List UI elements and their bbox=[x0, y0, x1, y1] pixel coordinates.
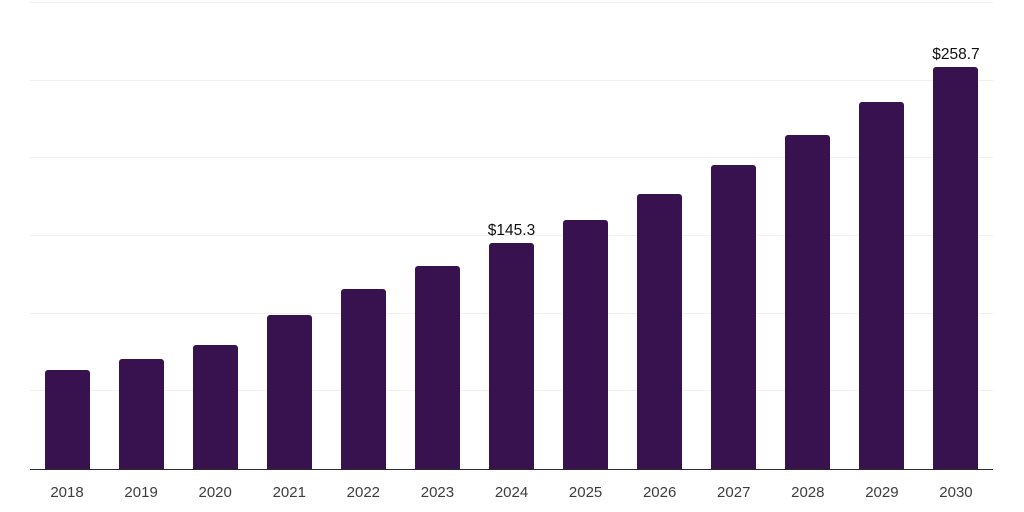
bar-value-label-2024: $145.3 bbox=[487, 221, 536, 239]
x-tick-label-2019: 2019 bbox=[124, 484, 158, 501]
bar-2030: $258.7 bbox=[932, 47, 980, 469]
gridline bbox=[30, 79, 993, 81]
bar-2024: $145.3 bbox=[488, 223, 535, 469]
bar-slot-2022 bbox=[326, 3, 400, 469]
bar-2025 bbox=[563, 219, 609, 469]
bar-2020 bbox=[192, 344, 238, 469]
x-tick-label-2024: 2024 bbox=[494, 484, 529, 501]
bar-2022 bbox=[340, 288, 386, 469]
gridline bbox=[30, 2, 993, 3]
x-tick-label-2029: 2029 bbox=[865, 484, 899, 501]
bar-slot-2026 bbox=[623, 3, 697, 469]
gridline bbox=[30, 157, 993, 159]
x-tick-label-2030: 2030 bbox=[939, 484, 973, 501]
bar-slot-2029 bbox=[845, 3, 919, 469]
bar-slot-2024: $145.3 bbox=[474, 3, 548, 469]
x-tick-label-2020: 2020 bbox=[198, 484, 232, 501]
x-tick-label-2028: 2028 bbox=[791, 484, 825, 501]
x-tick-label-2021: 2021 bbox=[272, 484, 306, 501]
plot-area: $145.3 $258.7 bbox=[30, 2, 993, 470]
bar-2029 bbox=[859, 101, 905, 469]
x-tick-label-2027: 2027 bbox=[717, 484, 751, 501]
bar-slot-2025 bbox=[549, 3, 623, 469]
bar-slot-2018 bbox=[30, 3, 104, 469]
bars: $145.3 $258.7 bbox=[30, 3, 993, 469]
bar-2026 bbox=[637, 193, 683, 469]
bar-slot-2030: $258.7 bbox=[919, 3, 993, 469]
bar-2019 bbox=[118, 359, 164, 469]
bar-2018 bbox=[44, 369, 90, 469]
x-tick-label-2026: 2026 bbox=[642, 484, 677, 501]
bar-2028 bbox=[785, 134, 831, 469]
x-tick-label-2025: 2025 bbox=[568, 484, 603, 501]
bar-slot-2019 bbox=[104, 3, 178, 469]
bar-2021 bbox=[266, 315, 312, 469]
x-axis: 2018 2019 2020 2021 2022 2023 2024 2025 2026 2027… bbox=[30, 470, 993, 502]
x-tick-label-2023: 2023 bbox=[420, 484, 455, 501]
x-tick-label-2022: 2022 bbox=[346, 484, 381, 501]
bar-slot-2021 bbox=[252, 3, 326, 469]
gridline bbox=[30, 235, 993, 236]
bar-slot-2027 bbox=[697, 3, 771, 469]
bar-slot-2020 bbox=[178, 3, 252, 469]
bar-slot-2023 bbox=[400, 3, 474, 469]
bar-slot-2028 bbox=[771, 3, 845, 469]
bar-2027 bbox=[711, 164, 757, 469]
bar-2023 bbox=[414, 266, 460, 469]
bar-value-label-2030: $258.7 bbox=[932, 45, 980, 63]
x-tick-label-2018: 2018 bbox=[50, 484, 84, 501]
